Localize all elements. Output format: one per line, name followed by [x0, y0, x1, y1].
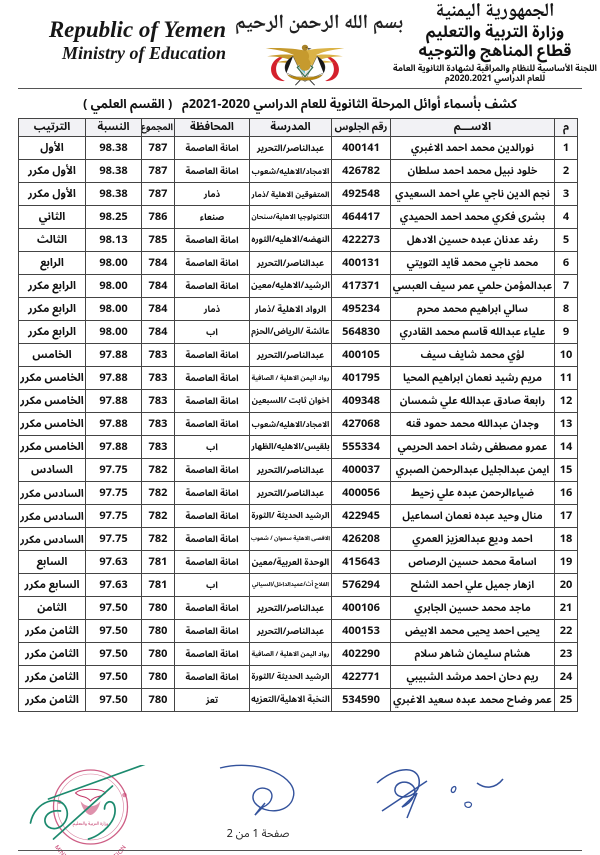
svg-text:وزارة التربية والتعليم: وزارة التربية والتعليم — [73, 820, 108, 829]
